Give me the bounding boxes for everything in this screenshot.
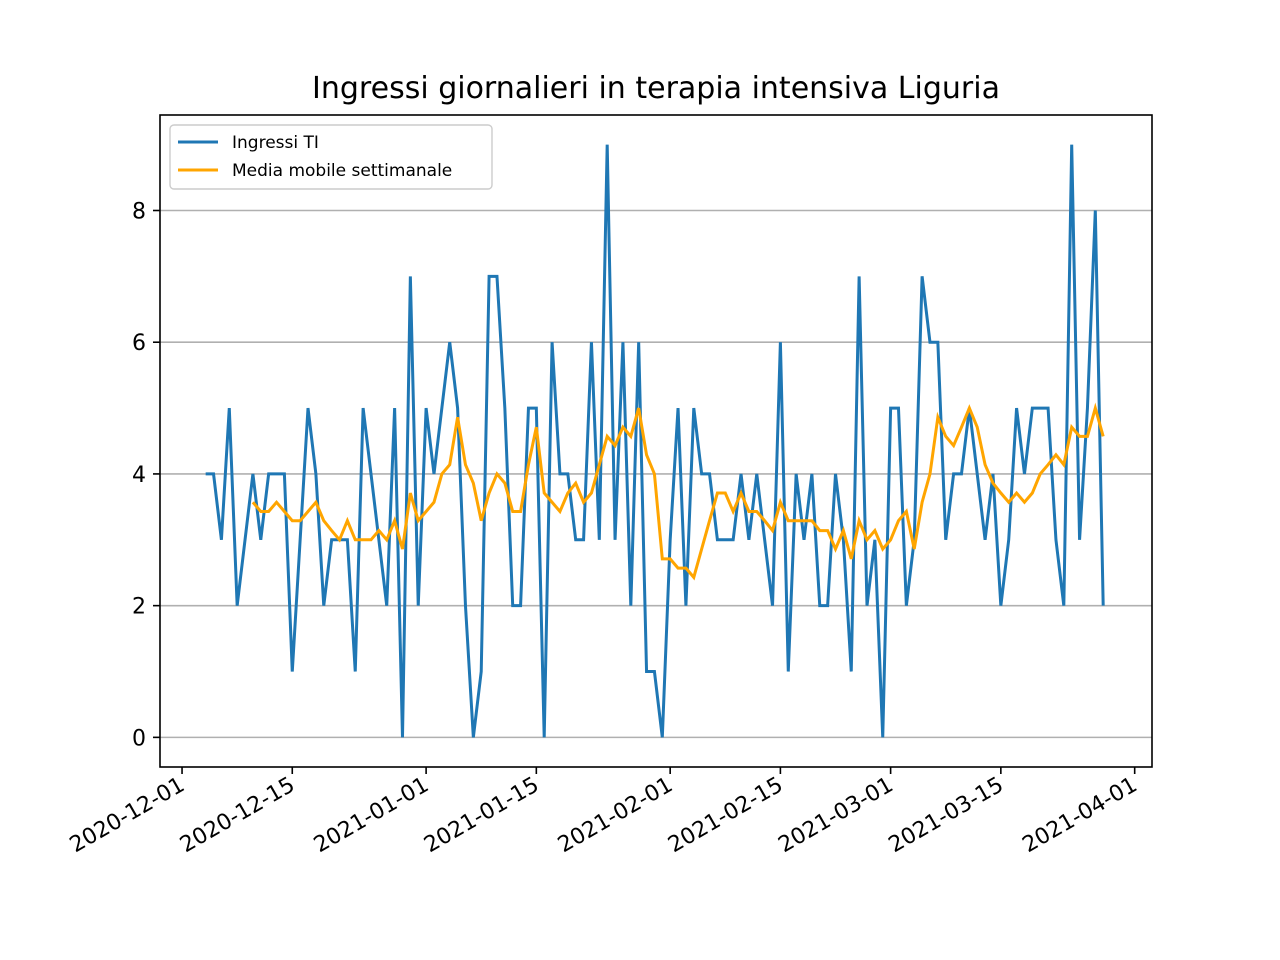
x-tick-label: 2021-02-15 — [664, 773, 787, 859]
y-axis: 0 2 4 6 8 — [132, 199, 160, 751]
x-tick-label: 2020-12-01 — [66, 773, 189, 859]
x-tick-label: 2021-02-01 — [554, 773, 677, 859]
y-tick-label: 0 — [132, 726, 146, 751]
legend-box — [169, 124, 493, 190]
series-layer — [205, 144, 1105, 738]
series-line-ingressi-ti — [205, 144, 1105, 738]
x-tick-label: 2021-03-15 — [885, 773, 1008, 859]
y-tick-label: 2 — [132, 595, 146, 620]
y-tick-label: 4 — [132, 463, 146, 488]
grid-layer — [160, 209, 1152, 739]
y-tick-label: 8 — [132, 199, 146, 224]
plot-area-frame — [159, 114, 1153, 768]
x-tick-label: 2020-12-15 — [176, 773, 299, 859]
legend: Ingressi TI Media mobile settimanale — [169, 124, 493, 190]
x-tick-label: 2021-04-01 — [1018, 773, 1141, 859]
series-line-media-mobile — [251, 402, 1105, 581]
legend-label: Media mobile settimanale — [232, 161, 452, 181]
chart-title: Ingressi giornalieri in terapia intensiv… — [312, 71, 1000, 106]
y-tick-label: 6 — [132, 331, 146, 356]
x-tick-label: 2021-01-15 — [420, 773, 543, 859]
legend-label: Ingressi TI — [232, 133, 319, 153]
x-tick-label: 2021-03-01 — [774, 773, 897, 859]
x-tick-label: 2021-01-01 — [310, 773, 433, 859]
